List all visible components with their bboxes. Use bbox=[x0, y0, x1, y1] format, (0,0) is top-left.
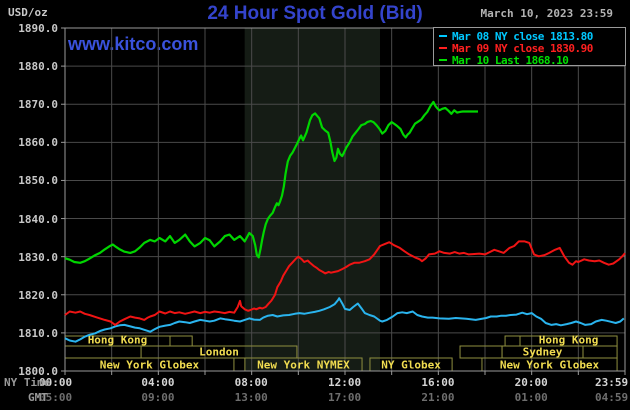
nymex-session-band bbox=[244, 28, 380, 371]
legend: Mar 08 NY close 1813.80 Mar 09 NY close 1… bbox=[433, 27, 626, 66]
series-line-1 bbox=[64, 240, 626, 326]
gmt-axis-label: GMT bbox=[28, 391, 48, 404]
y-axis-label: 1870.0 bbox=[18, 98, 58, 112]
y-axis-label: 1810.0 bbox=[18, 326, 58, 340]
y-axis-units: USD/oz bbox=[8, 6, 48, 19]
chart-datetime: March 10, 2023 23:59 bbox=[480, 7, 613, 20]
session-label: Hong Kong bbox=[539, 334, 599, 347]
legend-item: Mar 10 Last 1868.10 bbox=[434, 54, 625, 66]
kitco-link[interactable]: www.kitco.com bbox=[68, 34, 199, 54]
legend-item: Mar 08 NY close 1813.80 bbox=[434, 30, 625, 42]
x-axis-label-ny: 00:00 bbox=[39, 376, 73, 389]
legend-item: Mar 09 NY close 1830.90 bbox=[434, 42, 625, 54]
session-label: Hong Kong bbox=[88, 334, 148, 347]
legend-dash-icon bbox=[439, 59, 447, 61]
y-axis-label: 1830.0 bbox=[18, 250, 58, 264]
x-axis-label-ny: 04:00 bbox=[141, 376, 175, 389]
session-label: New York Globex bbox=[500, 359, 600, 372]
session-label: New York Globex bbox=[100, 359, 200, 372]
session-label: New York NYMEX bbox=[257, 359, 350, 372]
session-box bbox=[169, 335, 193, 347]
y-axis-label: 1800.0 bbox=[18, 365, 58, 378]
x-axis-label-ny: 23:59 bbox=[595, 376, 629, 389]
y-axis-label: 1850.0 bbox=[18, 174, 58, 188]
y-axis-label: 1860.0 bbox=[18, 136, 58, 150]
session-box bbox=[582, 345, 618, 359]
x-axis-label-ny: 20:00 bbox=[514, 376, 548, 389]
x-axis-label-ny: 12:00 bbox=[328, 376, 362, 389]
plot-border bbox=[64, 27, 626, 372]
y-axis-label: 1840.0 bbox=[18, 212, 58, 226]
x-axis-label-gmt: 04:59 bbox=[595, 391, 629, 404]
x-axis-label-gmt: 09:00 bbox=[141, 391, 175, 404]
x-axis-label-gmt: 01:00 bbox=[514, 391, 548, 404]
session-box bbox=[459, 345, 503, 359]
x-axis-label-gmt: 13:00 bbox=[234, 391, 268, 404]
x-axis-label-ny: 08:00 bbox=[234, 376, 268, 389]
legend-label: Mar 08 NY close 1813.80 bbox=[452, 29, 593, 43]
legend-dash-icon bbox=[439, 35, 447, 37]
ny-time-axis-label: NY Time bbox=[4, 376, 51, 389]
series-line-0 bbox=[64, 297, 625, 343]
y-axis-label: 1880.0 bbox=[18, 60, 58, 74]
x-axis-label-ny: 16:00 bbox=[421, 376, 455, 389]
session-box bbox=[504, 335, 521, 347]
legend-dash-icon bbox=[439, 47, 447, 49]
session-label: NY Globex bbox=[381, 359, 441, 372]
chart-title: 24 Hour Spot Gold (Bid) bbox=[207, 3, 423, 24]
series-line-2 bbox=[64, 100, 478, 264]
x-axis-label-gmt: 21:00 bbox=[421, 391, 455, 404]
session-label: Sydney bbox=[523, 346, 563, 359]
session-label: London bbox=[199, 346, 239, 359]
legend-label: Mar 10 Last 1868.10 bbox=[452, 53, 569, 67]
x-axis-label-gmt: 17:00 bbox=[328, 391, 362, 404]
x-axis-label-gmt: 05:00 bbox=[39, 391, 73, 404]
y-axis-label: 1890.0 bbox=[18, 22, 58, 35]
y-axis-label: 1820.0 bbox=[18, 288, 58, 302]
legend-label: Mar 09 NY close 1830.90 bbox=[452, 41, 593, 55]
